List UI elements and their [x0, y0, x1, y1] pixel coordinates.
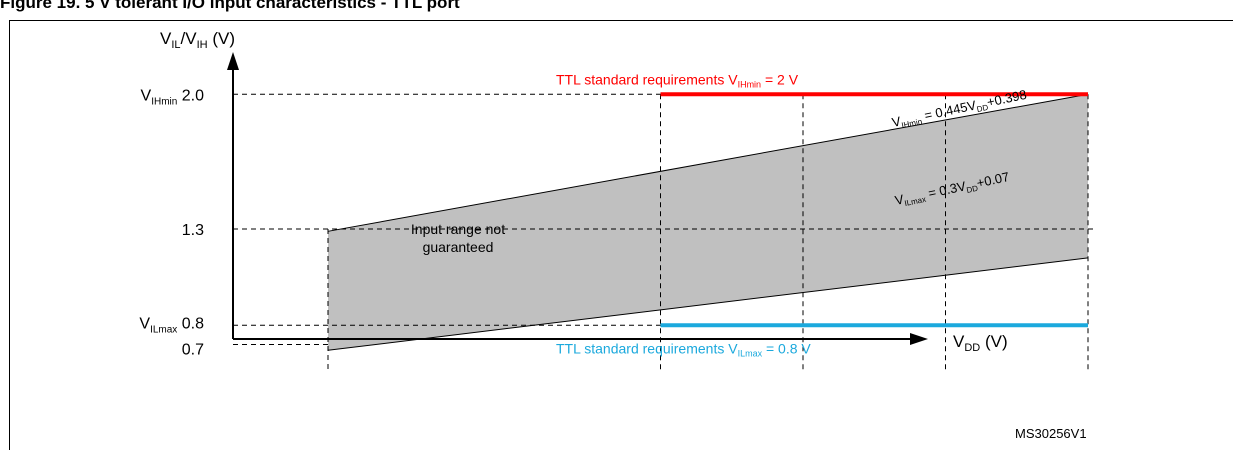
- y-axis-label-sep: /V: [181, 29, 198, 48]
- formula-pre: V: [891, 113, 903, 130]
- formula-sub2: DD: [976, 103, 989, 114]
- band-label-line-1: guaranteed: [423, 239, 494, 255]
- x-axis-label-unit: (V): [980, 332, 1007, 351]
- band-label: Input range not guaranteed: [411, 221, 505, 255]
- figure-id: MS30256V1: [1015, 426, 1087, 441]
- x-axis-label-v: V: [953, 332, 965, 351]
- axis-layer: [227, 52, 928, 345]
- requirement-label-1: TTL standard requirements VILmax = 0.8 V: [556, 340, 811, 358]
- requirement-label-sub: ILmax: [738, 348, 763, 358]
- band-label-line-0: Input range not: [411, 221, 505, 237]
- formula-sub: ILmax: [904, 195, 927, 208]
- y-tick-label-0: VIHmin 2.0: [141, 87, 205, 107]
- requirement-label-sub: IHmin: [738, 79, 762, 89]
- figure-frame: [9, 20, 1233, 450]
- y-axis-label-v1: V: [160, 29, 172, 48]
- requirement-label-pre: TTL standard requirements V: [556, 340, 738, 356]
- y-tick-value: 1.3: [182, 222, 204, 239]
- x-axis-label-sub: DD: [964, 342, 980, 354]
- requirement-label-post: = 0.8 V: [762, 340, 811, 356]
- series-line-1: [327, 257, 1089, 351]
- y-tick-label-3: 0.7: [182, 342, 204, 359]
- x-axis-label: VDD (V): [953, 332, 1008, 354]
- formula-post: +0.07: [975, 169, 1010, 191]
- y-tick-sub: IHmin: [151, 96, 177, 107]
- y-tick-label-2: VILmax 0.8: [139, 315, 204, 335]
- band-layer: [327, 93, 1089, 351]
- figure-caption: Figure 19. 5 V tolerant I/O input charac…: [0, 0, 460, 12]
- y-axis-label-sub1: IL: [171, 39, 180, 51]
- x-axis-arrow: [910, 333, 928, 345]
- y-tick-prefix: V: [139, 315, 150, 332]
- requirement-label-0: TTL standard requirements VIHmin = 2 V: [556, 71, 799, 89]
- requirement-label-post: = 2 V: [761, 71, 799, 87]
- figure-caption-strip: Figure 19. 5 V tolerant I/O input charac…: [0, 0, 1233, 14]
- formula-sub: IHmin: [901, 117, 923, 130]
- label-layer: Input range not guaranteed TTL standard re…: [139, 29, 1027, 359]
- y-tick-value: 0.7: [182, 342, 204, 359]
- formula-sub2: DD: [966, 184, 979, 195]
- y-tick-sub: ILmax: [150, 324, 177, 335]
- requirement-label-pre: TTL standard requirements V: [556, 71, 738, 87]
- requirement-layer: [660, 92, 1088, 328]
- formula-pre: V: [894, 191, 906, 208]
- band-region: [328, 94, 1088, 351]
- y-axis-label-unit: (V): [208, 29, 235, 48]
- y-axis-label-sub2: IH: [197, 39, 208, 51]
- y-tick-prefix: V: [141, 87, 152, 104]
- y-tick-value: 0.8: [177, 315, 204, 332]
- y-axis-arrow: [227, 52, 239, 70]
- series-line-0: [327, 93, 1089, 232]
- y-axis-label: VIL/VIH (V): [160, 29, 235, 51]
- y-tick-label-1: 1.3: [182, 222, 204, 239]
- y-tick-value: 2.0: [177, 87, 204, 104]
